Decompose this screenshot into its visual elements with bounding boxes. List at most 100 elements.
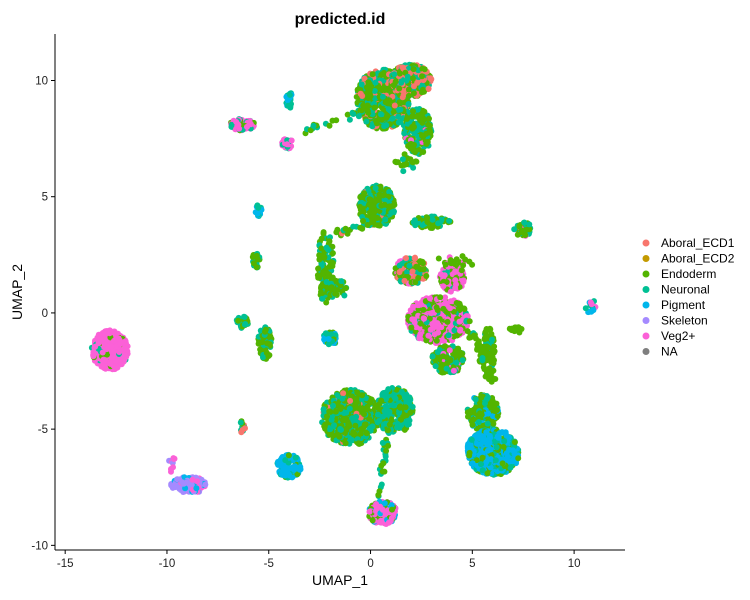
scatter-point [357,90,364,97]
scatter-point [413,324,420,331]
scatter-point [363,118,370,125]
scatter-point [235,317,242,324]
scatter-point [368,396,375,403]
scatter-point [386,203,393,210]
scatter-point [434,320,441,327]
scatter-point [409,268,416,275]
scatter-point [408,140,414,147]
scatter-point [386,410,393,417]
scatter-point [341,292,348,299]
scatter-point [442,343,449,350]
scatter-point [396,99,403,106]
scatter-point [406,394,413,401]
scatter-point [395,113,402,120]
scatter-point [424,214,431,221]
scatter-point [325,246,332,253]
scatter-point [176,485,183,492]
scatter-point [338,426,344,433]
scatter-point [385,106,392,113]
scatter-point [286,91,293,98]
scatter-point [372,95,379,102]
scatter-point [361,75,368,82]
scatter-point [483,396,490,402]
scatter-point [354,86,361,93]
scatter-point [367,202,374,208]
scatter-point [100,356,107,363]
scatter-point [379,93,386,100]
scatter-point [378,519,385,526]
scatter-point [404,73,411,80]
scatter-point [421,66,428,73]
scatter-point [378,397,385,404]
scatter-point [254,256,261,263]
scatter-point [423,337,430,344]
scatter-point [372,79,379,86]
scatter-point [378,111,384,118]
scatter-point [413,263,420,270]
scatter-point [453,352,460,359]
scatter-point [360,102,367,109]
scatter-point [391,102,398,109]
scatter-point [202,481,209,488]
scatter-point [338,404,345,411]
scatter-point [403,255,409,262]
scatter-point [112,357,119,364]
scatter-point [107,360,114,367]
scatter-point [487,402,494,409]
scatter-point [340,390,347,397]
scatter-point [289,474,296,481]
scatter-point [435,220,442,227]
scatter-point [389,115,396,122]
scatter-point [408,324,415,331]
scatter-point [484,420,491,427]
scatter-point [322,426,329,432]
scatter-point [375,198,382,205]
scatter-point [397,106,404,113]
scatter-point [369,423,376,430]
scatter-point [377,185,383,192]
scatter-point [357,430,364,437]
scatter-point [439,369,446,376]
scatter-point [427,295,433,302]
scatter-point [332,408,339,415]
scatter-point [452,269,459,275]
scatter-point [485,344,492,351]
scatter-point [325,336,332,342]
scatter-point [404,115,410,122]
scatter-point [405,101,412,107]
scatter-point [419,132,425,139]
scatter-point [409,316,416,323]
scatter-point [443,365,450,372]
scatter-point [425,332,432,339]
scatter-point [405,92,412,99]
scatter-point [381,500,388,507]
scatter-point [108,343,115,350]
scatter-point [319,295,326,302]
scatter-point [412,222,419,229]
scatter-point [427,75,434,82]
scatter-point [390,108,397,115]
scatter-point [381,123,388,130]
scatter-point [421,108,428,115]
scatter-point [423,140,430,147]
scatter-point [380,390,387,396]
scatter-point [328,284,335,291]
scatter-point [352,422,359,429]
scatter-point [330,402,336,409]
scatter-point [429,353,436,360]
scatter-point [363,430,370,437]
scatter-point [320,230,327,237]
scatter-point [331,422,337,429]
scatter-point [419,73,425,80]
scatter-points [88,61,599,527]
scatter-point [357,203,363,210]
scatter-point [360,424,367,431]
scatter-point [488,369,495,376]
scatter-point [409,125,416,132]
scatter-point [445,332,452,339]
scatter-point [323,330,330,337]
scatter-point [391,402,398,409]
scatter-point [99,349,106,356]
scatter-point [490,413,496,420]
scatter-point [324,272,331,279]
